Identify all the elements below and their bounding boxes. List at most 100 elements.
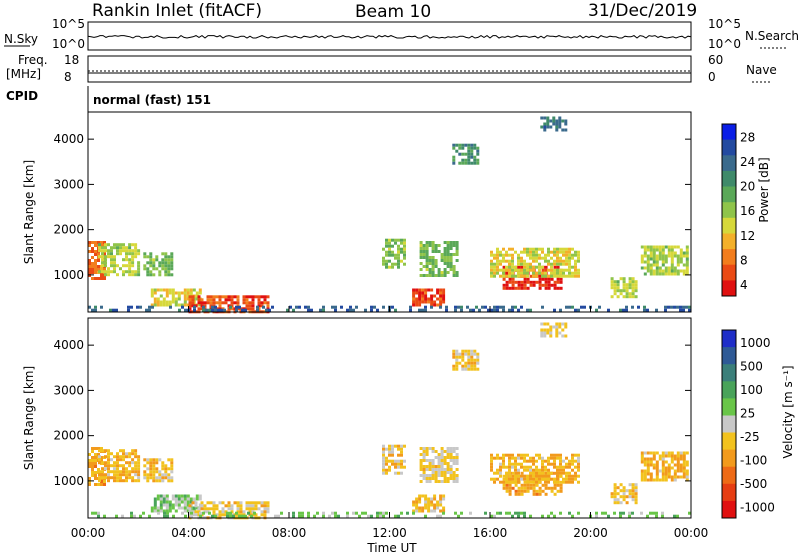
heatmap-cell — [91, 459, 94, 462]
heatmap-cell — [422, 453, 426, 456]
heatmap-cell — [452, 265, 456, 268]
heatmap-cell — [640, 478, 644, 482]
heatmap-cell — [425, 447, 429, 450]
heatmap-cell — [442, 291, 446, 295]
heatmap-cell — [227, 298, 231, 302]
heatmap-cell — [162, 500, 166, 504]
heatmap-cell — [682, 263, 686, 267]
heatmap-cell — [164, 264, 168, 268]
heatmap-cell — [238, 305, 241, 309]
heatmap-cell — [419, 274, 423, 277]
heatmap-cell — [292, 514, 295, 518]
heatmap-cell — [422, 256, 426, 259]
heatmap-cell — [146, 473, 150, 477]
heatmap-cell — [421, 506, 425, 510]
heatmap-cell — [177, 506, 181, 510]
heatmap-cell — [670, 460, 674, 464]
heatmap-cell — [164, 267, 168, 271]
heatmap-cell — [292, 308, 295, 312]
heatmap-cell — [88, 465, 91, 468]
heatmap-cell — [251, 304, 255, 308]
heatmap-cell — [547, 259, 550, 263]
heatmap-cell — [388, 253, 391, 257]
heatmap-cell — [382, 305, 385, 309]
heatmap-cell — [171, 297, 175, 301]
heatmap-cell — [526, 262, 529, 266]
heatmap-cell — [107, 470, 110, 474]
heatmap-cell — [532, 474, 535, 478]
heatmap-cell — [388, 250, 391, 254]
heatmap-cell — [464, 361, 468, 365]
heatmap-cell — [646, 514, 649, 518]
heatmap-cell — [571, 474, 574, 478]
heatmap-cell — [664, 460, 668, 464]
heatmap-cell — [437, 274, 441, 277]
heatmap-cell — [568, 480, 571, 484]
heatmap-cell — [257, 501, 261, 505]
heatmap-cell — [394, 241, 397, 245]
heatmap-cell — [496, 250, 499, 254]
ytick-label: 1000 — [53, 268, 84, 282]
heatmap-cell — [470, 349, 474, 353]
heatmap-cell — [544, 274, 547, 278]
heatmap-cell — [568, 265, 571, 269]
heatmap-cell — [206, 295, 210, 299]
heatmap-cell — [101, 249, 104, 253]
heatmap-cell — [661, 475, 665, 479]
heatmap-cell — [394, 514, 397, 518]
heatmap-cell — [248, 295, 252, 299]
heatmap-cell — [230, 298, 234, 302]
heatmap-cell — [427, 506, 431, 510]
heatmap-cell — [424, 308, 427, 312]
heatmap-cell — [502, 268, 505, 272]
colorbar-tick-label: 1000 — [740, 336, 771, 350]
heatmap-cell — [385, 456, 388, 460]
heatmap-cell — [212, 295, 216, 299]
heatmap-cell — [634, 286, 638, 290]
heatmap-cell — [174, 497, 178, 501]
heatmap-cell — [517, 274, 520, 278]
heatmap-cell — [496, 256, 499, 260]
heatmap-cell — [643, 457, 647, 461]
heatmap-cell — [169, 305, 172, 309]
heatmap-cell — [520, 456, 523, 460]
heatmap-cell — [431, 462, 435, 465]
heatmap-cell — [655, 466, 659, 470]
heatmap-cell — [685, 269, 689, 273]
heatmap-cell — [230, 301, 234, 305]
heatmap-cell — [550, 489, 554, 493]
heatmap-cell — [526, 477, 529, 481]
heatmap-cell — [248, 501, 252, 505]
heatmap-cell — [214, 308, 217, 312]
heatmap-cell — [415, 500, 419, 504]
heatmap-cell — [473, 143, 477, 147]
heatmap-cell — [529, 247, 532, 251]
heatmap-cell — [541, 271, 544, 275]
heatmap-cell — [428, 480, 432, 483]
heatmap-cell — [156, 300, 160, 304]
heatmap-cell — [517, 283, 521, 287]
heatmap-cell — [158, 458, 162, 462]
heatmap-cell — [564, 119, 568, 123]
heatmap-cell — [449, 471, 453, 474]
heatmap-cell — [167, 258, 171, 262]
heatmap-cell — [555, 125, 559, 129]
heatmap-cell — [162, 300, 166, 304]
heatmap-cell — [440, 462, 444, 465]
heatmap-cell — [670, 245, 674, 249]
heatmap-cell — [209, 298, 213, 302]
heatmap-cell — [388, 265, 391, 269]
heatmap-cell — [149, 255, 153, 259]
heatmap-cell — [152, 264, 156, 268]
heatmap-cell — [464, 352, 468, 356]
heatmap-cell — [631, 283, 635, 287]
heatmap-cell — [134, 452, 138, 456]
heatmap-cell — [493, 268, 496, 272]
ytick-label: 1000 — [53, 474, 84, 488]
heatmap-cell — [470, 367, 474, 371]
heatmap-cell — [619, 292, 623, 296]
heatmap-cell — [439, 297, 443, 301]
heatmap-cell — [425, 256, 429, 259]
heatmap-cell — [186, 297, 190, 301]
heatmap-cell — [434, 265, 438, 268]
